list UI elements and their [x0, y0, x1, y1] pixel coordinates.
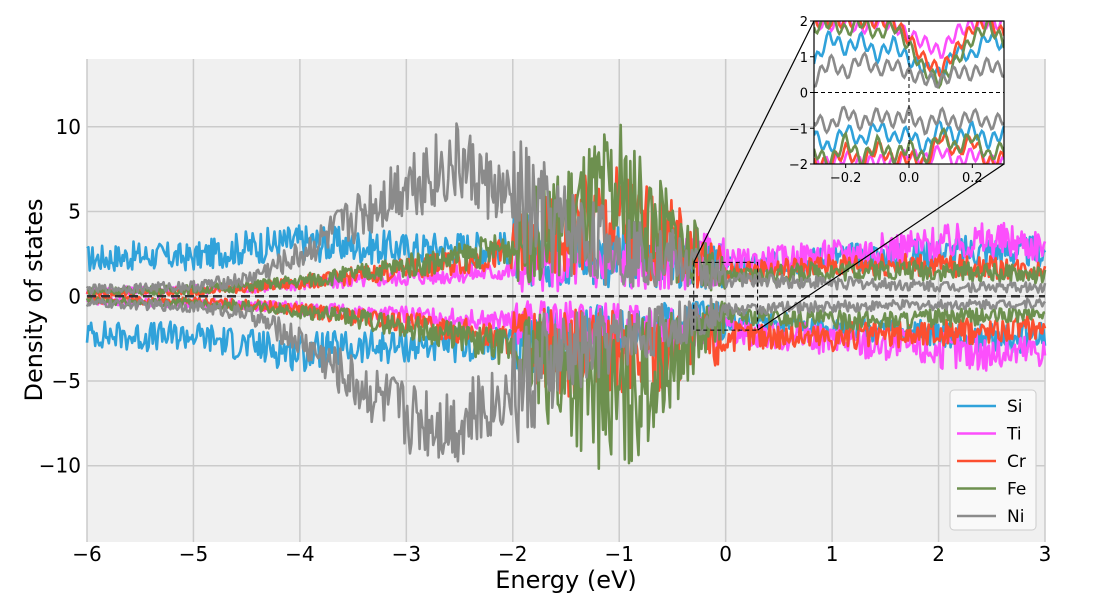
x-tick-label: 3 [1039, 542, 1052, 566]
inset-chart: −0.2 0.0 0.2 −2 −1 0 1 2 [789, 15, 1005, 186]
series-lines [85, 122, 1047, 470]
zoom-connector-line [693, 20, 815, 263]
y-tick-label: 10 [56, 115, 81, 139]
x-tick-label: −1 [604, 542, 633, 566]
inset-y-tick-label: −1 [789, 122, 808, 137]
zoom-connector-line [757, 163, 1005, 331]
y-tick-label: −10 [39, 454, 81, 478]
x-tick-label: 2 [932, 542, 945, 566]
y-axis-label: Density of states [20, 199, 48, 402]
zoom-region-box [693, 20, 1005, 331]
legend: Si Ti Cr Fe Ni [949, 389, 1037, 531]
x-axis-label: Energy (eV) [495, 566, 637, 594]
inset-y-tick-label: 0 [800, 87, 808, 102]
legend-label-ti: Ti [1006, 425, 1022, 445]
y-tick-labels: −10 −5 0 5 10 [39, 115, 81, 478]
series-line-ni-up [85, 122, 1047, 295]
inset-x-tick-label: 0.0 [899, 171, 920, 186]
x-tick-labels: −6 −5 −4 −3 −2 −1 0 1 2 3 [72, 542, 1051, 566]
legend-label-ni: Ni [1007, 507, 1024, 527]
x-tick-label: −3 [392, 542, 421, 566]
x-tick-label: −2 [498, 542, 527, 566]
legend-label-si: Si [1007, 397, 1023, 417]
x-tick-label: −4 [285, 542, 314, 566]
y-tick-label: 0 [68, 284, 81, 308]
y-tick-label: −5 [52, 369, 81, 393]
zoom-rectangle [693, 261, 759, 331]
x-tick-label: 1 [826, 542, 839, 566]
x-tick-label: −6 [72, 542, 101, 566]
legend-label-cr: Cr [1007, 452, 1026, 472]
x-tick-label: 0 [719, 542, 732, 566]
x-tick-label: −5 [179, 542, 208, 566]
inset-line-cr-down [814, 132, 1004, 164]
inset-y-tick-label: 1 [800, 51, 808, 66]
inset-y-tick-label: −2 [789, 158, 808, 173]
inset-y-tick-label: 2 [800, 15, 808, 30]
legend-label-fe: Fe [1007, 480, 1026, 500]
series-line-ni-down [85, 297, 1047, 463]
inset-line-ni-up [814, 51, 1004, 89]
inset-x-tick-label: 0.2 [962, 171, 983, 186]
inset-x-tick-label: −0.2 [830, 171, 862, 186]
y-tick-label: 5 [68, 200, 81, 224]
